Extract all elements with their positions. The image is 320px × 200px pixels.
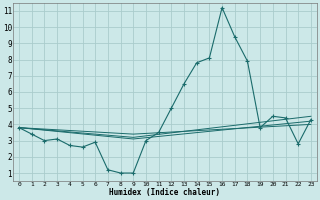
X-axis label: Humidex (Indice chaleur): Humidex (Indice chaleur) bbox=[109, 188, 220, 197]
